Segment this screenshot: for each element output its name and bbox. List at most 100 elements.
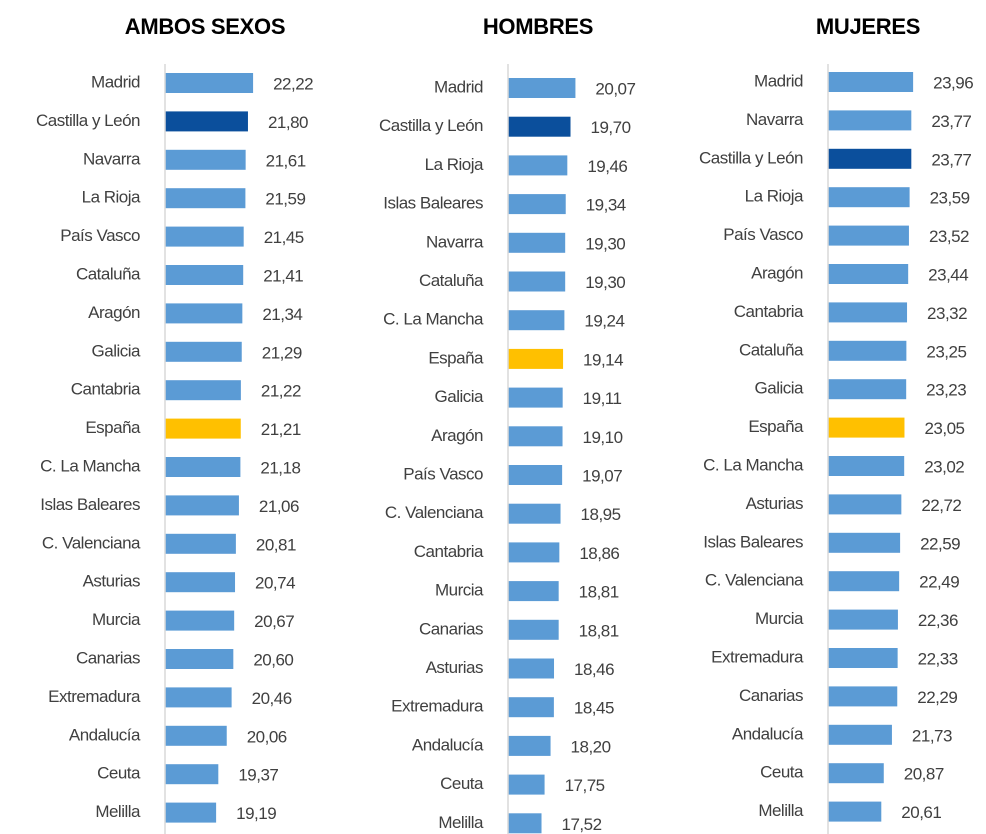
- category-label: Extremadura: [711, 647, 804, 666]
- value-label: 21,73: [912, 726, 952, 745]
- value-label: 19,34: [586, 196, 626, 215]
- value-label: 20,74: [255, 574, 295, 593]
- bar: [828, 110, 912, 131]
- bar: [508, 774, 545, 795]
- value-label: 21,22: [261, 382, 301, 401]
- category-label: Madrid: [754, 71, 803, 90]
- bar: [165, 610, 235, 631]
- bar: [828, 264, 909, 284]
- category-label: Canarias: [76, 648, 140, 667]
- category-label: Asturias: [426, 658, 483, 677]
- category-label: Galicia: [755, 379, 805, 398]
- bar: [165, 73, 254, 93]
- category-label: C. Valenciana: [385, 503, 484, 522]
- value-label: 19,10: [583, 428, 623, 447]
- category-label: La Rioja: [745, 187, 804, 206]
- value-label: 23,02: [924, 457, 964, 476]
- value-label: 20,87: [904, 765, 944, 784]
- value-label: 22,59: [920, 534, 960, 553]
- bar: [828, 417, 905, 438]
- category-label: La Rioja: [82, 188, 141, 207]
- bar: [828, 302, 908, 323]
- bar: [508, 194, 566, 215]
- category-label: Islas Baleares: [383, 194, 483, 213]
- bar: [508, 310, 565, 331]
- value-label: 18,86: [579, 544, 619, 563]
- category-label: Galicia: [435, 387, 485, 406]
- value-label: 21,18: [260, 458, 300, 477]
- category-label: C. Valenciana: [705, 571, 804, 590]
- category-label: Murcia: [92, 610, 141, 629]
- bar: [828, 72, 914, 92]
- value-label: 19,24: [584, 312, 624, 331]
- category-label: Andalucía: [69, 725, 141, 744]
- category-label: Castilla y León: [36, 111, 140, 130]
- value-label: 19,37: [238, 766, 278, 785]
- category-label: Ceuta: [760, 763, 804, 782]
- value-label: 22,36: [918, 611, 958, 630]
- value-label: 21,41: [263, 266, 303, 285]
- value-label: 23,32: [927, 304, 967, 323]
- bar: [508, 116, 571, 137]
- value-label: 22,49: [919, 573, 959, 592]
- bar: [165, 764, 219, 785]
- value-label: 23,44: [928, 265, 968, 284]
- bar: [508, 813, 542, 834]
- bar: [508, 465, 563, 485]
- value-label: 18,81: [579, 583, 619, 602]
- category-label: Madrid: [91, 72, 140, 91]
- bar: [828, 532, 901, 553]
- value-label: 19,70: [591, 118, 631, 137]
- category-label: Canarias: [739, 686, 803, 705]
- value-label: 20,61: [901, 803, 941, 822]
- bar: [828, 724, 892, 745]
- bar: [165, 457, 241, 477]
- category-label: C. La Mancha: [383, 310, 484, 329]
- value-label: 18,45: [574, 699, 614, 718]
- value-label: 19,07: [582, 466, 622, 485]
- category-label: País Vasco: [403, 464, 483, 483]
- bar: [828, 686, 898, 707]
- value-label: 21,61: [266, 151, 306, 170]
- value-label: 22,29: [917, 688, 957, 707]
- value-label: 23,05: [924, 419, 964, 438]
- bar: [508, 348, 564, 369]
- bar: [828, 648, 898, 668]
- category-label: Cantabria: [71, 380, 141, 399]
- value-label: 17,52: [562, 815, 602, 834]
- bar: [165, 226, 244, 247]
- value-label: 18,46: [574, 660, 614, 679]
- category-label: C. Valenciana: [42, 533, 141, 552]
- category-label: La Rioja: [425, 155, 484, 174]
- category-label: Murcia: [755, 609, 804, 628]
- category-label: Cataluña: [76, 264, 141, 283]
- value-label: 23,52: [929, 227, 969, 246]
- bar: [165, 649, 234, 669]
- value-label: 17,75: [565, 776, 605, 795]
- bar: [828, 379, 907, 400]
- value-label: 21,29: [262, 343, 302, 362]
- value-label: 21,59: [265, 190, 305, 209]
- chart-title: AMBOS SEXOS: [125, 14, 286, 39]
- value-label: 20,81: [256, 535, 296, 554]
- category-label: Ceuta: [97, 764, 141, 783]
- value-label: 22,33: [918, 649, 958, 668]
- chart-title: MUJERES: [816, 14, 920, 39]
- chart-title: HOMBRES: [483, 14, 593, 39]
- bar: [165, 687, 232, 708]
- value-label: 18,95: [581, 505, 621, 524]
- value-label: 20,60: [253, 650, 293, 669]
- category-label: Murcia: [435, 581, 484, 600]
- bar: [165, 725, 227, 746]
- category-label: País Vasco: [723, 225, 803, 244]
- value-label: 19,46: [587, 157, 627, 176]
- value-label: 23,25: [926, 342, 966, 361]
- value-label: 23,96: [933, 73, 973, 92]
- bar: [508, 271, 566, 292]
- category-label: Asturias: [83, 572, 140, 591]
- value-label: 23,23: [926, 381, 966, 400]
- value-label: 20,07: [595, 79, 635, 98]
- bar: [508, 155, 568, 176]
- category-label: España: [85, 418, 141, 437]
- bar: [828, 763, 884, 784]
